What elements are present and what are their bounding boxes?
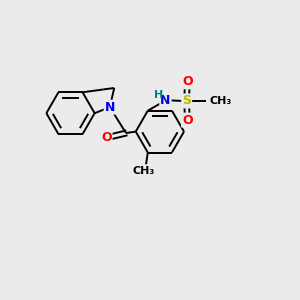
- Text: O: O: [101, 131, 112, 144]
- Text: H: H: [154, 90, 164, 100]
- Text: CH₃: CH₃: [133, 166, 155, 176]
- Text: S: S: [182, 94, 191, 107]
- Text: O: O: [182, 75, 193, 88]
- Text: O: O: [182, 114, 193, 127]
- Text: N: N: [160, 94, 171, 107]
- Text: CH₃: CH₃: [209, 96, 232, 106]
- Text: N: N: [105, 101, 115, 114]
